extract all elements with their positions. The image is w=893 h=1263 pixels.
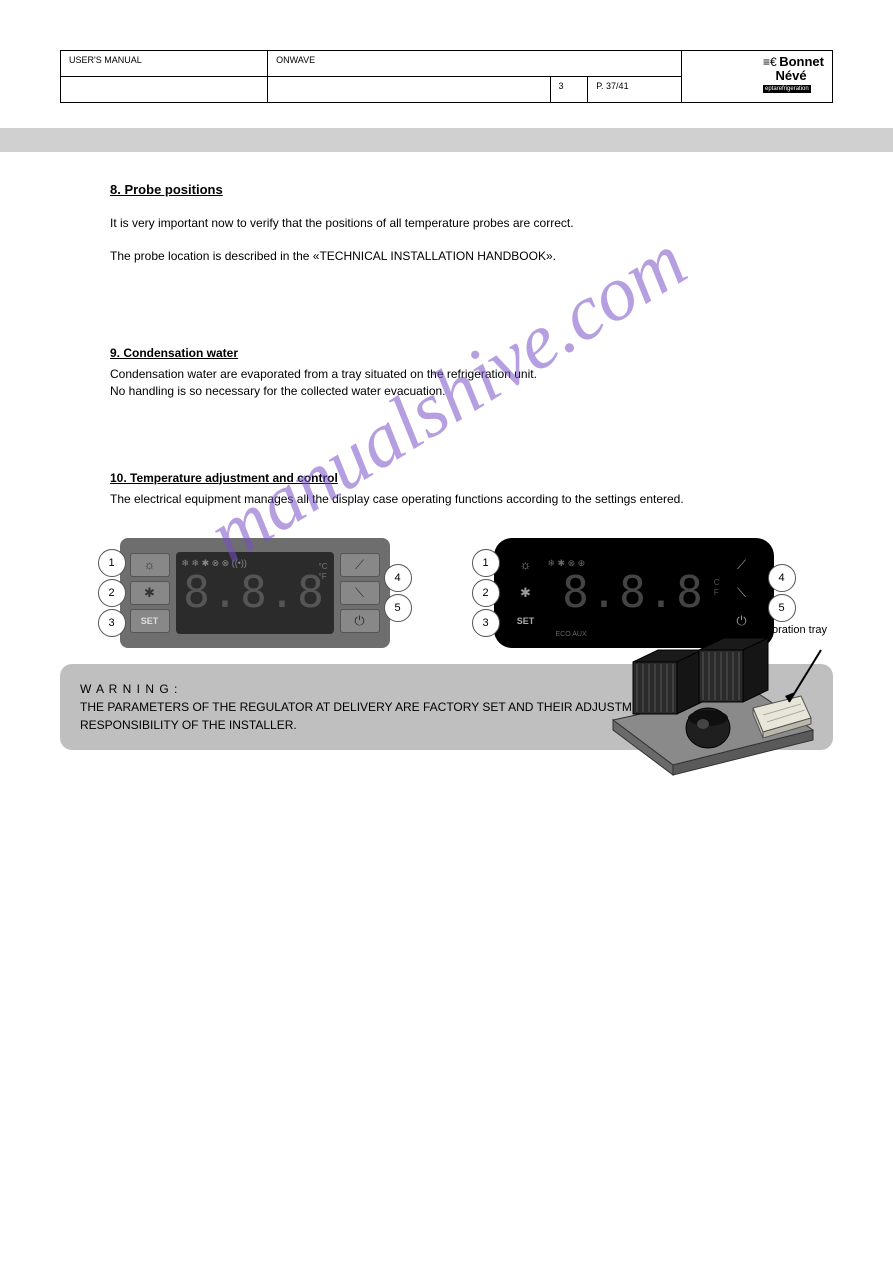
section-8-title: 8. Probe positions [110,182,833,197]
hdr-a2 [61,77,268,103]
hdr-product: ONWAVE [268,51,682,77]
section-10-title: 10. Temperature adjustment and control [110,471,833,485]
p1-digits: 8.8.8 [183,567,325,618]
brand-bar: eptarefrigeration [763,85,811,93]
p2-set-button[interactable]: SET [508,610,544,632]
tray-callout: Evaporation tray [747,624,827,636]
section-8-p1: It is very important now to verify that … [110,215,793,232]
ctrl1-label-3: 3 [98,609,126,637]
ctrl2-label-4: 4 [768,564,796,592]
controller-1: 1 2 3 ☼ ✱ SET ❄ ❄ ✱ ⊗ ⊗ ((•)) 8.8.8 °C°F… [98,538,412,648]
warning-heading: W A R N I N G : [80,682,178,696]
hdr-manual: USER'S MANUAL [61,51,268,77]
p1-down-button[interactable]: ⟍ [340,581,380,605]
ctrl2-label-5: 5 [768,594,796,622]
ctrl2-label-1: 1 [472,549,500,577]
ctrl2-label-3: 3 [472,609,500,637]
section-10-p: The electrical equipment manages all the… [110,491,793,508]
brand-line1: Bonnet [779,54,824,69]
section-9-title: 9. Condensation water [110,346,833,360]
condenser-figure: Evaporation tray [603,620,823,795]
p1-power-button[interactable]: ⏻ [340,609,380,633]
section-9-p: Condensation water are evaporated from a… [110,366,553,401]
p1-up-button[interactable]: ⟋ [340,553,380,577]
p2-light-button[interactable]: ☼ [508,554,544,576]
hdr-b2 [268,77,550,103]
ctrl2-label-2: 2 [472,579,500,607]
p2-units: CF [714,578,720,597]
p1-defrost-button[interactable]: ✱ [130,581,170,605]
ctrl1-label-4: 4 [384,564,412,592]
p1-units: °C°F [319,562,328,581]
p2-status-icons: ❄ ✱ ⊗ ⊕ [548,558,586,570]
brand-line2: Névé [776,68,807,83]
p2-digits: 8.8.8 [562,567,704,618]
ctrl1-label-1: 1 [98,549,126,577]
p2-down-button[interactable]: ⟍ [724,582,760,604]
section-8-p2: The probe location is described in the «… [110,248,793,265]
ctrl1-labels-left: 1 2 3 [98,549,126,637]
hdr-logo-cell: ≡€ Bonnet Névé eptarefrigeration [682,51,833,103]
ctrl1-label-5: 5 [384,594,412,622]
hdr-d2: P. 37/41 [588,77,682,103]
p2-up-button[interactable]: ⟋ [724,554,760,576]
p2-defrost-button[interactable]: ✱ [508,582,544,604]
header-table: USER'S MANUAL ONWAVE ≡€ Bonnet Névé epta… [60,50,833,103]
p1-set-button[interactable]: SET [130,609,170,633]
p2-ecoaux: ECO AUX [556,631,587,638]
brand-logo: ≡€ Bonnet Névé eptarefrigeration [763,55,824,93]
gray-separator [0,128,893,152]
hdr-c2: 3 [550,77,588,103]
ctrl1-label-2: 2 [98,579,126,607]
ctrl2-labels-left: 1 2 3 [472,549,500,637]
p1-display: ❄ ❄ ✱ ⊗ ⊗ ((•)) 8.8.8 °C°F [176,552,334,634]
p1-light-button[interactable]: ☼ [130,553,170,577]
panel-1: ☼ ✱ SET ❄ ❄ ✱ ⊗ ⊗ ((•)) 8.8.8 °C°F ⟋ ⟍ ⏻ [120,538,390,648]
p1-status-icons: ❄ ❄ ✱ ⊗ ⊗ ((•)) [182,558,247,569]
